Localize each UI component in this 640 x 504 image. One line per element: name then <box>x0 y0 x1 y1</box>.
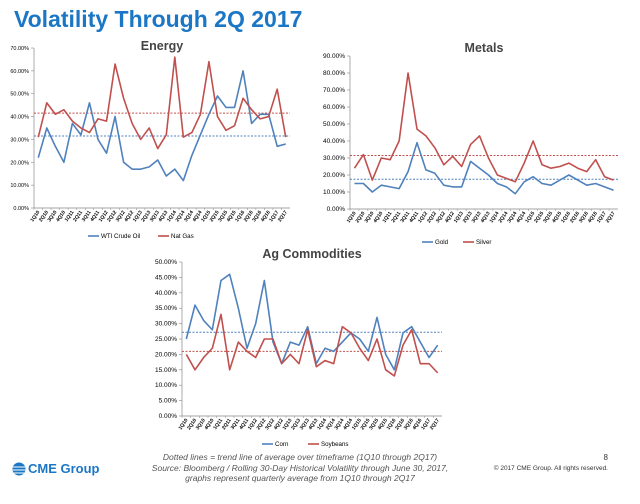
energy-legend-label: WTI Crude Oil <box>101 233 140 240</box>
metals-ytick-label: 70.00% <box>323 87 345 94</box>
ag-ytick-label: 20.00% <box>155 351 177 358</box>
metals-xtick-label: 2Q17 <box>605 211 617 225</box>
ag-series-soybeans <box>185 313 439 377</box>
metals-ytick-label: 30.00% <box>323 155 345 162</box>
footer-line-3: graphs represent quarterly average from … <box>185 473 415 483</box>
energy-xtick-label: 2Q11 <box>72 210 84 223</box>
metals-xtick-label: 3Q11 <box>399 211 411 224</box>
metals-ytick-label: 90.00% <box>323 53 345 60</box>
energy-chart: Energy 0.00% 10.00% 20.00% 30.00% 40.00% 50.00… <box>10 39 290 240</box>
footer-line-2: Source: Bloomberg / Rolling 30-Day Histo… <box>151 462 449 473</box>
energy-xtick-label: 2Q17 <box>277 210 289 224</box>
ag-ytick-label: 45.00% <box>155 274 177 281</box>
energy-ytick-label: 20.00% <box>10 160 29 166</box>
energy-xtick-label: 3Q11 <box>81 210 93 223</box>
energy-ytick-label: 30.00% <box>10 137 29 143</box>
metals-legend-label: Gold <box>435 239 449 246</box>
logo-text: CME Group <box>28 461 100 476</box>
energy-ytick-label: 70.00% <box>10 46 29 52</box>
metals-ytick-label: 40.00% <box>323 138 345 145</box>
page-number: 8 <box>603 453 608 462</box>
metals-xtick-label: 4Q11 <box>408 211 420 224</box>
ag-ytick-label: 0.00% <box>159 413 178 420</box>
metals-series-silver <box>353 72 614 183</box>
page-title: Volatility Through 2Q 2017 <box>14 6 303 32</box>
ag-xtick-label: 4Q11 <box>238 418 250 431</box>
energy-ytick-label: 10.00% <box>10 183 29 189</box>
ag-legend-label: Corn <box>275 441 289 448</box>
ag-chart-title: Ag Commodities <box>262 247 361 261</box>
metals-chart-title: Metals <box>465 41 504 55</box>
energy-ytick-label: 0.00% <box>13 206 29 212</box>
metals-ytick-label: 50.00% <box>323 121 345 128</box>
energy-xtick-label: 1Q11 <box>64 210 76 223</box>
ag-ytick-label: 10.00% <box>155 382 177 389</box>
ag-legend-label: Soybeans <box>321 441 349 448</box>
metals-ytick-label: 80.00% <box>323 70 345 77</box>
footer-note: Dotted lines = trend line of average ove… <box>150 452 450 484</box>
metals-xtick-label: 1Q11 <box>382 211 394 224</box>
metals-series-gold <box>354 141 614 195</box>
metals-ytick-label: 20.00% <box>323 172 345 179</box>
ag-xtick-label: 1Q11 <box>212 418 224 431</box>
ag-xtick-label: 2Q17 <box>429 418 441 432</box>
metals-ytick-label: 60.00% <box>323 104 345 111</box>
energy-xtick-label: 4Q11 <box>89 210 101 223</box>
energy-legend-label: Nat Gas <box>171 233 194 240</box>
ag-ytick-label: 15.00% <box>155 367 177 374</box>
energy-series-nat-gas <box>37 56 287 150</box>
ag-ytick-label: 25.00% <box>155 336 177 343</box>
ag-commodities-chart: Ag Commodities 0.00% 5.00% 10.00% 15.00% 20.0… <box>155 247 442 448</box>
metals-ytick-label: 0.00% <box>327 206 346 213</box>
ag-xtick-label: 3Q11 <box>230 418 242 431</box>
metals-chart: Metals 0.00% 10.00% 20.00% 30.00% 40.00% 50.00… <box>323 41 618 246</box>
copyright: © 2017 CME Group. All rights reserved. <box>493 465 608 472</box>
metals-xtick-label: 2Q11 <box>390 211 402 224</box>
ag-ytick-label: 40.00% <box>155 290 177 297</box>
energy-series-wti-crude-oil <box>37 70 286 182</box>
ag-xtick-label: 2Q11 <box>221 418 233 431</box>
metals-legend-label: Silver <box>476 239 491 246</box>
energy-ytick-label: 60.00% <box>10 69 29 75</box>
footer-line-1: Dotted lines = trend line of average ove… <box>162 452 438 462</box>
ag-ytick-label: 30.00% <box>155 321 177 328</box>
ag-ytick-label: 50.00% <box>155 259 177 266</box>
ag-ytick-label: 5.00% <box>159 398 178 405</box>
globe-icon <box>12 462 26 475</box>
energy-ytick-label: 50.00% <box>10 92 29 98</box>
energy-ytick-label: 40.00% <box>10 115 29 121</box>
ag-ytick-label: 35.00% <box>155 305 177 312</box>
metals-ytick-label: 10.00% <box>323 189 345 196</box>
cme-group-logo: CME Group <box>12 461 100 476</box>
energy-chart-title: Energy <box>141 39 183 53</box>
